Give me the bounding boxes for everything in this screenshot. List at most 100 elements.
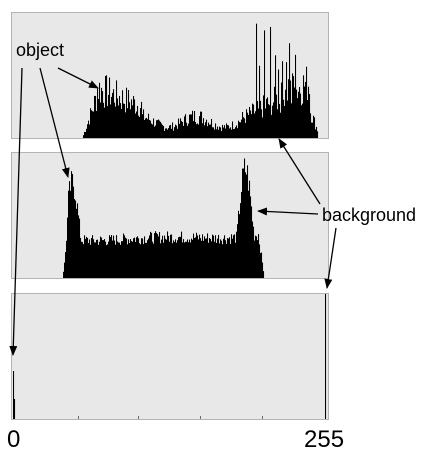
histogram-bar [252, 103, 254, 138]
histogram-bar [258, 108, 260, 138]
histogram-bar [201, 240, 203, 278]
histogram-bar [126, 87, 128, 138]
histogram-bar [160, 243, 162, 278]
histogram-bar [97, 88, 99, 138]
histogram-bar [226, 123, 228, 138]
histogram-bar [148, 238, 150, 278]
histogram-bar [300, 93, 302, 138]
histogram-bar [138, 238, 140, 278]
histogram-bar [307, 99, 309, 138]
histogram-bar [68, 190, 70, 278]
histogram-bar [290, 80, 292, 138]
histogram-bar [261, 252, 263, 278]
histogram-bar [176, 125, 178, 138]
histogram-bar [253, 104, 255, 138]
histogram-bar [180, 118, 182, 138]
histogram-bar [220, 127, 222, 138]
histogram-bar [206, 238, 208, 278]
histogram-bar [299, 87, 301, 138]
histogram-bar [107, 244, 109, 278]
histogram-bar [87, 237, 89, 278]
histogram-bar [174, 241, 176, 278]
histogram-bar [170, 124, 172, 138]
histogram-panel-middle [11, 152, 329, 279]
histogram-bar [152, 124, 154, 138]
histogram-bar [195, 237, 197, 278]
histogram-bar [110, 104, 112, 138]
histogram-bar [224, 125, 226, 138]
histogram-bar [186, 122, 188, 138]
histogram-bar [99, 241, 101, 278]
histogram-bar [245, 122, 247, 138]
histogram-bar [250, 110, 252, 138]
histogram-bar [214, 241, 216, 278]
histogram-bar [90, 244, 92, 278]
histogram-bar [78, 215, 80, 278]
histogram-bar [161, 239, 163, 278]
histogram-bar [231, 129, 233, 138]
histogram-bar [106, 75, 108, 138]
histogram-bar [304, 86, 306, 138]
histogram-bar [252, 221, 254, 278]
histogram-bar [211, 118, 213, 138]
histogram-bar [276, 94, 278, 138]
histogram-bar [223, 238, 225, 278]
histogram-bar [209, 124, 211, 138]
histogram-bar [185, 114, 187, 138]
histogram-bar [116, 80, 118, 138]
histogram-bar [125, 112, 127, 138]
histogram-bar [202, 234, 204, 278]
axis-tick [78, 416, 79, 419]
histogram-bar [188, 123, 190, 138]
histogram-bar [239, 122, 241, 138]
histogram-bar [187, 125, 189, 138]
histogram-bar [154, 233, 156, 278]
histogram-bar [297, 98, 299, 138]
histogram-bar [100, 236, 102, 278]
histogram-bar [144, 236, 146, 278]
histogram-bar [128, 239, 130, 278]
histogram-bar [118, 242, 120, 278]
histogram-bar [263, 271, 265, 278]
histogram-bar [102, 240, 104, 278]
histogram-bar [177, 128, 179, 138]
axis-tick [200, 416, 201, 419]
histogram-bar [316, 126, 318, 138]
histogram-bar [156, 120, 158, 138]
histogram-bar [182, 242, 184, 278]
histogram-bar [167, 129, 169, 138]
histogram-bar [200, 238, 202, 278]
histogram-bar [93, 239, 95, 278]
histogram-bar [259, 65, 261, 138]
histogram-bar [294, 87, 296, 138]
histogram-bar [191, 238, 193, 278]
histogram-bar [149, 119, 151, 138]
histogram-bar [86, 128, 88, 138]
histogram-bar [150, 120, 152, 138]
histogram-bar [200, 111, 202, 138]
histogram-bar [227, 238, 229, 278]
histogram-bar [288, 79, 290, 138]
histogram-bar [140, 108, 142, 138]
histogram-bar [199, 234, 201, 278]
histogram-bar [262, 262, 264, 278]
histogram-bar [208, 122, 210, 138]
histogram-bar [154, 126, 156, 138]
histogram-bar [148, 113, 150, 138]
histogram-bar [287, 100, 289, 138]
histogram-bar [136, 111, 138, 138]
histogram-bar [282, 61, 284, 138]
histogram-bar [104, 107, 106, 138]
histogram-bar [240, 122, 242, 138]
histogram-bar [178, 237, 180, 278]
histogram-bar [284, 105, 286, 138]
histogram-bar [230, 243, 232, 278]
histogram-bar [194, 110, 196, 138]
histogram-middle-bars [63, 158, 265, 278]
histogram-bar [113, 89, 115, 138]
histogram-bar [170, 234, 172, 278]
histogram-bar [206, 119, 208, 138]
histogram-bar [228, 125, 230, 138]
histogram-bar [151, 232, 153, 278]
histogram-bar [173, 130, 175, 138]
